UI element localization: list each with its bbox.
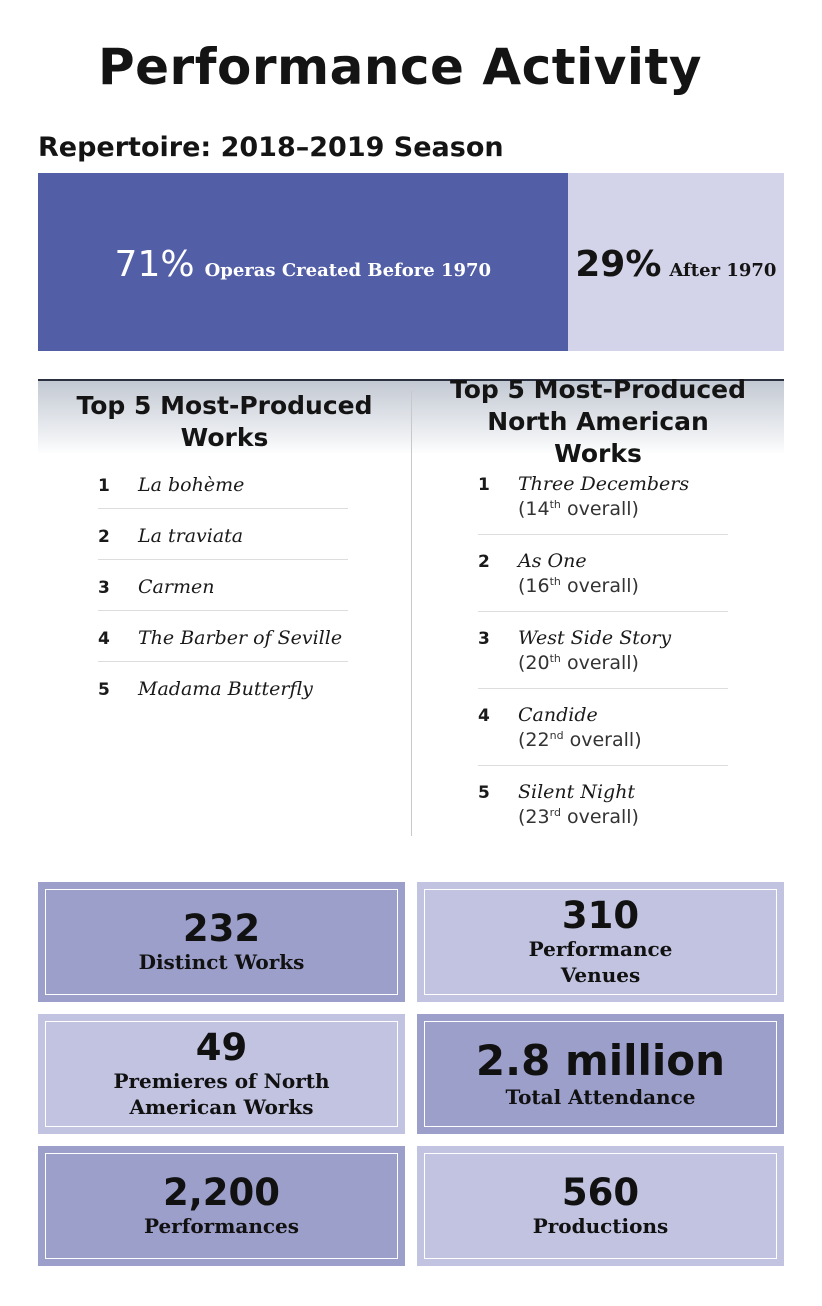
- list-item: 2 As One (16th overall): [478, 535, 728, 612]
- list-item: 4 Candide (22nd overall): [478, 689, 728, 766]
- page-title: Performance Activity: [98, 38, 702, 96]
- list-item: 3 West Side Story (20th overall): [478, 612, 728, 689]
- before-1970-label: Operas Created Before 1970: [204, 259, 492, 281]
- stat-premieres: 49 Premieres of North American Works: [38, 1014, 405, 1134]
- top-na-works-list: 1 Three Decembers (14th overall) 2 As One (1…: [478, 458, 728, 843]
- overall-rank-suffix: th: [549, 498, 561, 511]
- overall-rank-suffix: nd: [549, 729, 564, 742]
- top-na-works-heading: Top 5 Most-Produced North American Works: [412, 375, 784, 468]
- overall-rank-word: overall: [566, 498, 632, 520]
- before-1970-segment: 71% Operas Created Before 1970: [38, 173, 568, 351]
- stat-value: 2.8 million: [475, 1036, 726, 1085]
- stat-label: Performances: [143, 1214, 300, 1238]
- work-title: The Barber of Seville: [138, 627, 343, 649]
- overall-rank-suffix: rd: [549, 806, 561, 819]
- stat-value: 310: [561, 894, 640, 937]
- top-na-works-heading-text: Top 5 Most-Produced North American Works: [449, 374, 747, 468]
- list-item: 1 La bohème: [98, 458, 348, 509]
- overall-rank: (23rd overall): [518, 806, 639, 828]
- stat-card-inner: 49 Premieres of North American Works: [45, 1021, 398, 1127]
- overall-rank: (20th overall): [518, 652, 639, 674]
- top-works-panel: Top 5 Most-Produced Works 1 La bohème 2 La…: [38, 375, 784, 836]
- stat-distinct-works: 232 Distinct Works: [38, 882, 405, 1002]
- overall-rank-suffix: th: [549, 575, 561, 588]
- repertoire-bar: 71% Operas Created Before 1970 29% After…: [38, 173, 784, 351]
- work-title: Silent Night: [518, 781, 636, 803]
- before-1970-percent: 71%: [114, 243, 195, 285]
- stat-label: Performance Venues: [528, 937, 673, 987]
- stat-productions: 560 Productions: [417, 1146, 784, 1266]
- list-item: 2 La traviata: [98, 509, 348, 560]
- stat-value: 232: [182, 907, 261, 950]
- stat-card-inner: 2,200 Performances: [45, 1153, 398, 1259]
- overall-rank-word: overall: [566, 652, 632, 674]
- stat-value: 49: [195, 1026, 248, 1069]
- work-title: Madama Butterfly: [138, 678, 313, 700]
- work-title: La bohème: [138, 474, 245, 496]
- overall-rank-word: overall: [569, 729, 635, 751]
- stat-card-inner: 310 Performance Venues: [424, 889, 777, 995]
- stat-total-attendance: 2.8 million Total Attendance: [417, 1014, 784, 1134]
- overall-rank-suffix: th: [549, 652, 561, 665]
- list-item: 5 Silent Night (23rd overall): [478, 766, 728, 843]
- after-1970-segment: 29% After 1970: [567, 173, 784, 351]
- rank-number: 2: [98, 527, 110, 547]
- stat-card-inner: 2.8 million Total Attendance: [424, 1021, 777, 1127]
- list-item: 5 Madama Butterfly: [98, 662, 348, 713]
- rank-number: 3: [98, 578, 110, 598]
- work-title: Three Decembers: [518, 473, 690, 495]
- stat-label: Total Attendance: [505, 1085, 696, 1109]
- stat-label: Productions: [532, 1214, 669, 1238]
- work-title: As One: [518, 550, 587, 572]
- stat-value: 560: [561, 1171, 640, 1214]
- rank-number: 1: [98, 476, 110, 496]
- work-title: West Side Story: [518, 627, 672, 649]
- overall-rank: (14th overall): [518, 498, 639, 520]
- after-1970-percent: 29%: [575, 243, 662, 285]
- stat-performances: 2,200 Performances: [38, 1146, 405, 1266]
- overall-rank-number: 16: [525, 575, 550, 597]
- overall-rank-number: 20: [525, 652, 550, 674]
- rank-number: 2: [478, 552, 490, 572]
- stat-card-inner: 232 Distinct Works: [45, 889, 398, 995]
- overall-rank-number: 23: [525, 806, 550, 828]
- overall-rank-word: overall: [566, 806, 632, 828]
- work-title: Candide: [518, 704, 598, 726]
- overall-rank-number: 22: [525, 729, 550, 751]
- list-item: 1 Three Decembers (14th overall): [478, 458, 728, 535]
- after-1970-label: After 1970: [669, 259, 777, 281]
- overall-rank-number: 14: [525, 498, 550, 520]
- list-item: 4 The Barber of Seville: [98, 611, 348, 662]
- rank-number: 3: [478, 629, 490, 649]
- stat-value: 2,200: [162, 1171, 281, 1214]
- top-works-heading: Top 5 Most-Produced Works: [38, 381, 411, 458]
- list-item: 3 Carmen: [98, 560, 348, 611]
- rank-number: 5: [98, 680, 110, 700]
- overall-rank: (22nd overall): [518, 729, 642, 751]
- work-title: La traviata: [138, 525, 244, 547]
- top-na-works-column: Top 5 Most-Produced North American Works…: [412, 375, 784, 843]
- rank-number: 4: [478, 706, 490, 726]
- work-title: Carmen: [138, 576, 215, 598]
- column-divider: [411, 391, 412, 836]
- rank-number: 4: [98, 629, 110, 649]
- stat-label: Premieres of North American Works: [113, 1069, 330, 1119]
- overall-rank-word: overall: [566, 575, 632, 597]
- rank-number: 1: [478, 475, 490, 495]
- top-works-heading-text: Top 5 Most-Produced Works: [76, 390, 373, 452]
- section-subtitle: Repertoire: 2018–2019 Season: [38, 132, 504, 163]
- overall-rank: (16th overall): [518, 575, 639, 597]
- stat-performance-venues: 310 Performance Venues: [417, 882, 784, 1002]
- stat-label: Distinct Works: [138, 950, 305, 974]
- top-works-list: 1 La bohème 2 La traviata 3 Carmen 4 The Bar…: [98, 458, 348, 713]
- top-works-column: Top 5 Most-Produced Works 1 La bohème 2 La…: [38, 381, 411, 713]
- stat-card-inner: 560 Productions: [424, 1153, 777, 1259]
- rank-number: 5: [478, 783, 490, 803]
